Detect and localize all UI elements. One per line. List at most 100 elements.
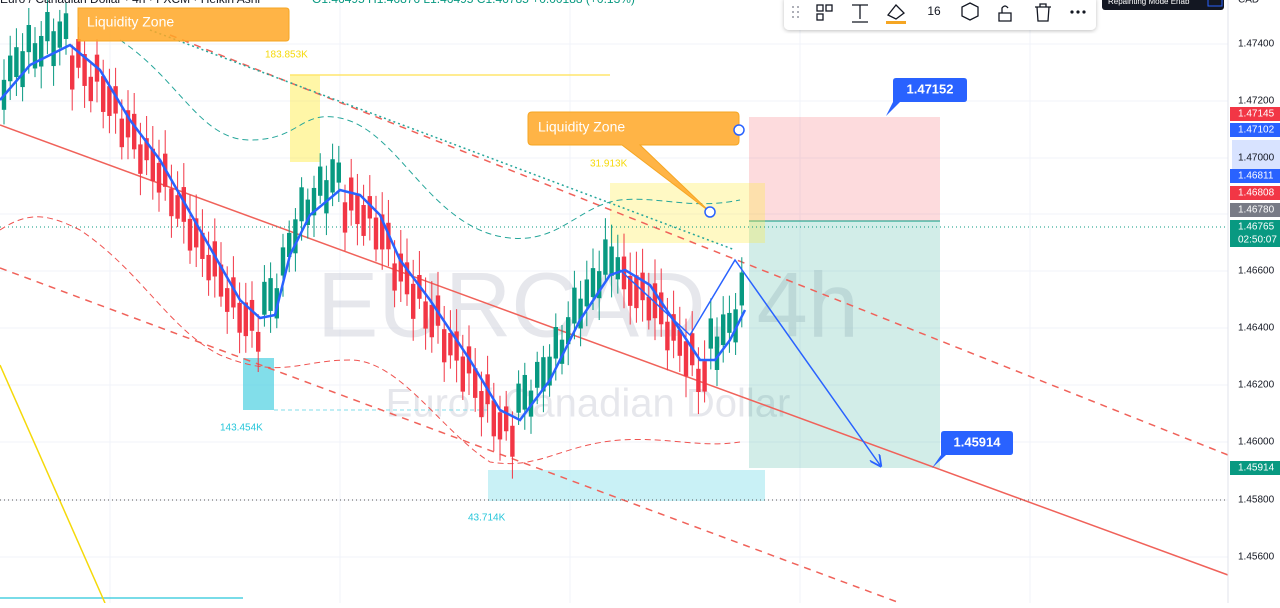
candle-body xyxy=(150,148,155,182)
candle-body xyxy=(181,187,186,222)
candle-body xyxy=(336,162,341,183)
candle-body xyxy=(510,425,515,457)
candle-body xyxy=(634,275,639,309)
candle-body xyxy=(479,391,484,418)
projection-arrow xyxy=(619,258,880,465)
candle-body xyxy=(132,113,137,150)
candle-body xyxy=(280,247,286,276)
candle-body xyxy=(293,219,298,254)
currency-label: CAD xyxy=(1238,0,1259,6)
price-axis: CAD 1.47400 1.47200 1.47000 1.46600 1.46400 1… xyxy=(1227,0,1280,603)
candle-body xyxy=(677,329,682,356)
candle-body xyxy=(206,254,211,281)
candle-body xyxy=(373,217,379,250)
candle-body xyxy=(268,278,273,311)
stop-zone xyxy=(749,117,940,221)
templates-button[interactable] xyxy=(816,4,824,12)
mode-badge xyxy=(1102,0,1224,10)
price-badge-text: 1.46808 xyxy=(1238,188,1275,199)
candle-body xyxy=(144,138,149,161)
volume-zone xyxy=(290,75,320,162)
price-badge xyxy=(1230,203,1280,217)
price-tick-label: 1.46000 xyxy=(1238,437,1275,448)
candle-body xyxy=(119,118,124,148)
price-badge xyxy=(1230,186,1280,200)
candle-body xyxy=(169,188,174,217)
callout: Liquidity Zone xyxy=(527,111,745,218)
channel-line xyxy=(0,267,901,604)
candle-body xyxy=(727,312,732,333)
candle-body xyxy=(318,166,323,196)
price-badge-text: 02:50:07 xyxy=(1238,235,1277,246)
candle-body xyxy=(640,272,645,301)
candle-body xyxy=(652,283,658,319)
candle-body xyxy=(194,218,199,248)
candle-body xyxy=(8,55,13,82)
candle-body xyxy=(256,331,261,352)
candle-body xyxy=(138,144,143,174)
target-text: 1.47152 xyxy=(907,81,954,96)
target-bubble xyxy=(932,431,1013,468)
candle-body xyxy=(355,193,360,225)
candle-body xyxy=(243,302,248,337)
candle-body xyxy=(14,47,19,78)
callout-box xyxy=(77,7,290,42)
delete-button[interactable] xyxy=(1035,3,1051,22)
candle-body xyxy=(380,214,385,250)
settings-button[interactable] xyxy=(961,2,979,21)
price-axis-bg xyxy=(1228,0,1280,603)
line-width[interactable]: 16 xyxy=(927,4,941,18)
candle-body xyxy=(305,199,310,225)
price-tick-label: 1.47000 xyxy=(1238,153,1275,164)
candle-body xyxy=(101,76,106,112)
watermark-name: Euro / Canadian Dollar xyxy=(386,382,791,426)
candle-body xyxy=(683,341,689,377)
fill-swatch xyxy=(886,21,906,24)
candle-body xyxy=(342,202,348,233)
envelope-curve xyxy=(119,39,741,239)
candle-body xyxy=(733,309,738,343)
candle-body xyxy=(45,12,50,42)
candle-body xyxy=(311,187,317,216)
candle-body xyxy=(218,264,224,297)
candle-body xyxy=(603,239,608,275)
drag-handle xyxy=(792,6,799,18)
candle-body xyxy=(516,383,521,413)
price-badge xyxy=(1230,233,1280,247)
price-badge xyxy=(1230,220,1280,234)
candle-body xyxy=(125,110,131,138)
candle-body xyxy=(39,35,44,67)
candle-body xyxy=(367,196,372,219)
candle-body xyxy=(702,361,707,392)
target-text: 1.45914 xyxy=(954,434,1002,449)
candle-body xyxy=(404,262,410,295)
candle-body xyxy=(392,263,397,291)
price-badge-text: 1.45914 xyxy=(1238,463,1275,474)
target-label: 1.45914 xyxy=(932,431,1013,468)
candle-body xyxy=(231,277,236,308)
lock-button[interactable] xyxy=(998,5,1012,22)
candle-body xyxy=(330,159,335,193)
candle-body xyxy=(423,301,428,329)
callout-box xyxy=(527,111,740,213)
price-tick-label: 1.45800 xyxy=(1238,495,1275,506)
candle-body xyxy=(249,299,255,331)
price-badge-text: 1.46765 xyxy=(1238,222,1275,233)
candle-body xyxy=(51,31,56,67)
price-tick-label: 1.46200 xyxy=(1238,380,1275,391)
mode-badge-icon xyxy=(1207,0,1223,7)
range-highlight xyxy=(1232,140,1280,172)
yellow-line xyxy=(0,364,106,604)
more-button[interactable] xyxy=(1070,10,1086,14)
fill-button[interactable] xyxy=(886,4,905,20)
trend-line xyxy=(0,124,1229,576)
candle-body xyxy=(714,336,720,370)
volume-label: 43.714K xyxy=(468,513,506,524)
text-color-button[interactable] xyxy=(852,4,868,23)
candle-body xyxy=(578,298,583,329)
envelope-curve xyxy=(0,216,741,464)
symbol-line: Euro / Canadian Dollar · 4h · FXCM · Hei… xyxy=(0,0,260,6)
